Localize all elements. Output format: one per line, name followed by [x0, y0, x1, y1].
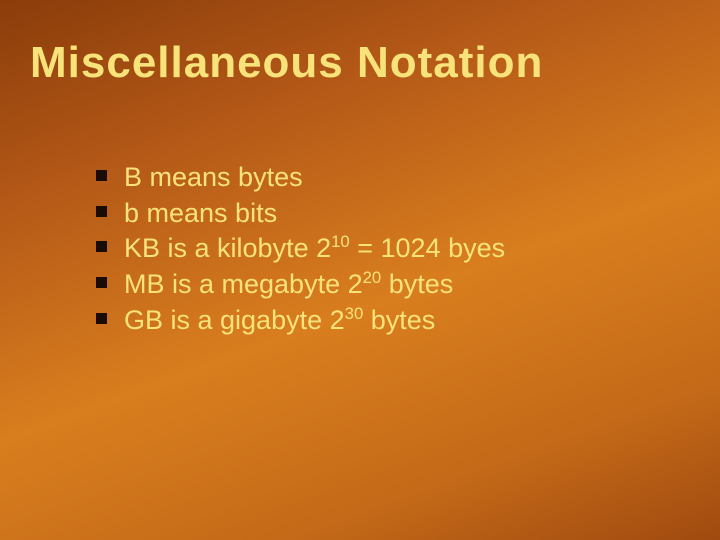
bullet-text-pre: B means bytes	[124, 162, 303, 192]
bullet-text-post: bytes	[363, 305, 435, 335]
bullet-text-post: bytes	[381, 269, 453, 299]
square-bullet-icon	[96, 241, 107, 252]
bullet-text-pre: KB is a kilobyte 2	[124, 233, 331, 263]
bullet-text-pre: b means bits	[124, 198, 277, 228]
slide: Miscellaneous Notation B means bytes b m…	[0, 0, 720, 540]
bullet-sup: 30	[345, 304, 364, 323]
bullet-list: B means bytes b means bits KB is a kilob…	[96, 160, 686, 338]
square-bullet-icon	[96, 313, 107, 324]
bullet-text-pre: GB is a gigabyte 2	[124, 305, 345, 335]
list-item: MB is a megabyte 220 bytes	[96, 267, 686, 303]
bullet-text-pre: MB is a megabyte 2	[124, 269, 363, 299]
square-bullet-icon	[96, 206, 107, 217]
list-item: B means bytes	[96, 160, 686, 196]
bullet-text-post: = 1024 byes	[350, 233, 505, 263]
square-bullet-icon	[96, 277, 107, 288]
square-bullet-icon	[96, 170, 107, 181]
list-item: GB is a gigabyte 230 bytes	[96, 303, 686, 339]
list-item: b means bits	[96, 196, 686, 232]
bullet-sup: 10	[331, 232, 350, 251]
slide-title: Miscellaneous Notation	[30, 38, 686, 88]
list-item: KB is a kilobyte 210 = 1024 byes	[96, 231, 686, 267]
bullet-sup: 20	[363, 268, 382, 287]
